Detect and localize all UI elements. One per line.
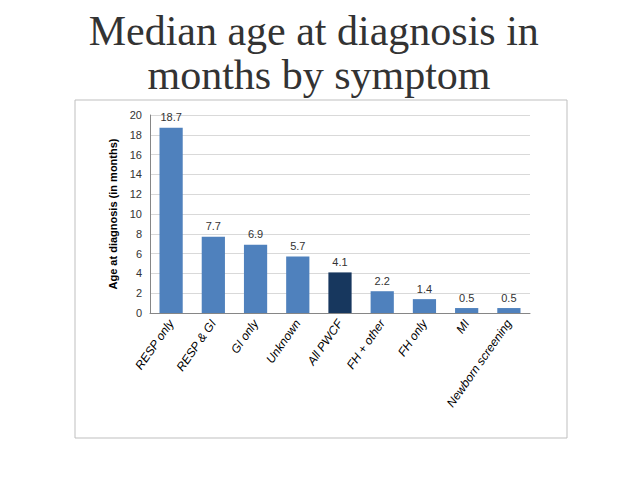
svg-text:4.1: 4.1 (332, 256, 347, 268)
svg-text:FH only: FH only (395, 316, 431, 359)
svg-text:18: 18 (130, 129, 142, 141)
svg-text:0.5: 0.5 (459, 292, 474, 304)
svg-text:2.2: 2.2 (375, 275, 390, 287)
svg-text:6.9: 6.9 (248, 228, 263, 240)
svg-text:Median age at diagnosis in: Median age at diagnosis in (89, 8, 550, 54)
svg-text:Newborn screening: Newborn screening (444, 317, 515, 410)
svg-text:0.5: 0.5 (501, 292, 516, 304)
svg-text:18.7: 18.7 (160, 111, 181, 123)
svg-text:2: 2 (136, 287, 142, 299)
svg-text:14: 14 (130, 168, 142, 180)
svg-text:16: 16 (130, 149, 142, 161)
svg-text:5.7: 5.7 (290, 240, 305, 252)
svg-text:Unknown: Unknown (263, 317, 303, 366)
svg-text:MI: MI (453, 316, 472, 335)
svg-text:0: 0 (136, 307, 142, 319)
svg-text:6: 6 (136, 248, 142, 260)
svg-text:RESP only: RESP only (132, 316, 177, 372)
svg-text:RESP & GI: RESP & GI (173, 316, 219, 373)
svg-text:All PWCF: All PWCF (304, 316, 346, 368)
svg-text:7.7: 7.7 (206, 220, 221, 232)
svg-text:20: 20 (130, 109, 142, 121)
svg-text:months by symptom: months by symptom (147, 52, 490, 98)
svg-text:FH + other: FH + other (344, 316, 389, 372)
svg-text:Age at diagnosis (in months): Age at diagnosis (in months) (107, 138, 119, 289)
svg-text:8: 8 (136, 228, 142, 240)
svg-text:4: 4 (136, 267, 142, 279)
svg-text:GI only: GI only (228, 316, 262, 356)
svg-text:1.4: 1.4 (417, 283, 432, 295)
svg-text:10: 10 (130, 208, 142, 220)
svg-text:12: 12 (130, 188, 142, 200)
